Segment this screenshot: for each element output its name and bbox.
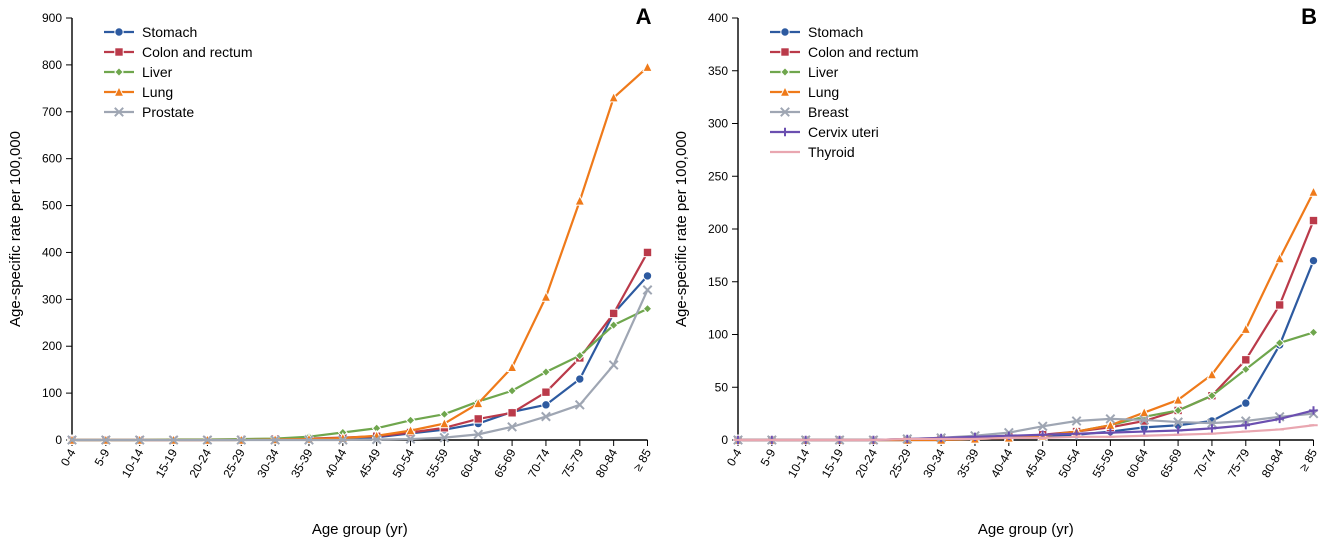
svg-text:Breast: Breast xyxy=(808,104,849,120)
svg-text:100: 100 xyxy=(42,386,62,400)
svg-text:Age group (yr): Age group (yr) xyxy=(312,521,408,538)
svg-text:0: 0 xyxy=(721,433,728,447)
panel-label-B: B xyxy=(1301,4,1317,30)
svg-text:Lung: Lung xyxy=(808,84,839,100)
svg-text:500: 500 xyxy=(42,199,62,213)
svg-text:Age-specific rate per 100,000: Age-specific rate per 100,000 xyxy=(7,131,24,327)
svg-text:300: 300 xyxy=(707,117,727,131)
figure: 01002003004005006007008009000-45-910-141… xyxy=(0,0,1331,548)
svg-text:800: 800 xyxy=(42,58,62,72)
svg-text:Thyroid: Thyroid xyxy=(808,144,855,160)
svg-text:700: 700 xyxy=(42,105,62,119)
svg-text:300: 300 xyxy=(42,292,62,306)
panel-label-A: A xyxy=(636,4,652,30)
svg-text:Prostate: Prostate xyxy=(142,104,194,120)
svg-text:Cervix uteri: Cervix uteri xyxy=(808,124,879,140)
svg-text:Lung: Lung xyxy=(142,84,173,100)
svg-text:400: 400 xyxy=(707,11,727,25)
svg-text:600: 600 xyxy=(42,152,62,166)
panel-A: 01002003004005006007008009000-45-910-141… xyxy=(0,0,666,548)
svg-text:350: 350 xyxy=(707,64,727,78)
svg-text:Liver: Liver xyxy=(808,64,839,80)
svg-text:100: 100 xyxy=(707,328,727,342)
svg-text:50: 50 xyxy=(714,380,728,394)
svg-text:Colon and rectum: Colon and rectum xyxy=(808,44,919,60)
svg-text:200: 200 xyxy=(707,222,727,236)
svg-text:0: 0 xyxy=(55,433,62,447)
svg-text:250: 250 xyxy=(707,169,727,183)
chart-A: 01002003004005006007008009000-45-910-141… xyxy=(0,0,666,548)
svg-text:900: 900 xyxy=(42,11,62,25)
svg-text:Age group (yr): Age group (yr) xyxy=(977,521,1073,538)
svg-text:Stomach: Stomach xyxy=(808,24,863,40)
chart-B: 0501001502002503003504000-45-910-1415-19… xyxy=(666,0,1331,548)
svg-text:Colon and rectum: Colon and rectum xyxy=(142,44,253,60)
svg-text:Age-specific rate per 100,000: Age-specific rate per 100,000 xyxy=(673,131,690,327)
svg-text:200: 200 xyxy=(42,339,62,353)
panel-B: 0501001502002503003504000-45-910-1415-19… xyxy=(666,0,1331,548)
svg-text:Stomach: Stomach xyxy=(142,24,197,40)
svg-text:Liver: Liver xyxy=(142,64,173,80)
svg-text:150: 150 xyxy=(707,275,727,289)
svg-text:400: 400 xyxy=(42,245,62,259)
